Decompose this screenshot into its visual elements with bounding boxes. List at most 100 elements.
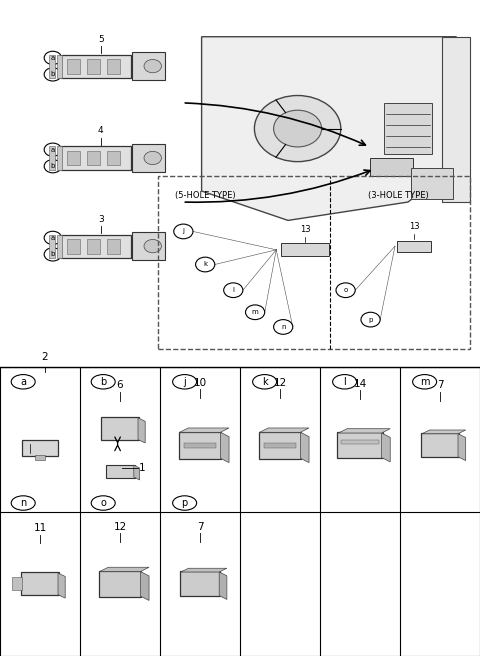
Circle shape	[254, 96, 341, 161]
Bar	[107, 151, 120, 165]
Circle shape	[91, 375, 115, 389]
Bar	[281, 243, 329, 256]
Text: j: j	[183, 377, 186, 387]
Text: b: b	[50, 163, 55, 169]
Polygon shape	[338, 429, 390, 433]
Circle shape	[144, 152, 161, 165]
Text: b: b	[100, 377, 107, 387]
Text: a: a	[51, 55, 55, 61]
Text: 4: 4	[98, 127, 104, 135]
Text: 7: 7	[197, 522, 204, 532]
Circle shape	[44, 232, 61, 245]
Text: 1: 1	[139, 463, 146, 474]
Polygon shape	[181, 568, 227, 572]
FancyBboxPatch shape	[132, 52, 165, 80]
Circle shape	[196, 257, 215, 272]
Polygon shape	[58, 573, 65, 598]
Text: m: m	[420, 377, 430, 387]
FancyBboxPatch shape	[421, 433, 459, 457]
Polygon shape	[140, 571, 149, 600]
Bar	[397, 241, 431, 252]
Polygon shape	[458, 434, 466, 461]
Text: o: o	[100, 498, 106, 508]
Circle shape	[252, 375, 276, 389]
Circle shape	[336, 283, 355, 298]
FancyBboxPatch shape	[132, 232, 165, 260]
Bar	[158, 176, 470, 349]
Circle shape	[144, 239, 161, 253]
Text: 10: 10	[193, 378, 206, 388]
FancyBboxPatch shape	[21, 573, 59, 595]
Polygon shape	[300, 432, 309, 462]
Text: n: n	[20, 498, 26, 508]
FancyBboxPatch shape	[106, 464, 135, 478]
Bar	[107, 59, 120, 73]
Circle shape	[11, 375, 35, 389]
Polygon shape	[134, 465, 140, 480]
Polygon shape	[100, 567, 149, 571]
Circle shape	[361, 312, 380, 327]
Bar	[61, 235, 131, 258]
FancyBboxPatch shape	[411, 168, 453, 199]
Text: a: a	[51, 147, 55, 153]
Text: 13: 13	[409, 222, 420, 232]
FancyBboxPatch shape	[101, 417, 139, 440]
Text: 11: 11	[34, 523, 47, 533]
Text: n: n	[281, 324, 286, 330]
Text: 12: 12	[113, 522, 127, 532]
Text: 2: 2	[41, 352, 48, 361]
Circle shape	[224, 283, 243, 298]
Bar	[57, 235, 62, 258]
Text: 12: 12	[274, 378, 287, 388]
Polygon shape	[180, 428, 229, 432]
Bar	[49, 54, 55, 77]
Bar	[49, 146, 55, 169]
Polygon shape	[138, 418, 145, 443]
Circle shape	[246, 305, 265, 319]
Circle shape	[44, 143, 61, 156]
Text: b: b	[50, 251, 55, 257]
Circle shape	[44, 248, 61, 261]
Text: 7: 7	[437, 380, 444, 390]
Polygon shape	[202, 37, 470, 220]
Text: 3: 3	[98, 215, 104, 224]
FancyBboxPatch shape	[179, 432, 221, 459]
Text: m: m	[252, 309, 259, 316]
Bar	[107, 239, 120, 253]
Bar	[341, 440, 379, 444]
Text: k: k	[203, 262, 207, 268]
Text: 13: 13	[300, 225, 311, 234]
Circle shape	[333, 375, 357, 389]
Text: 5: 5	[98, 35, 104, 43]
Text: l: l	[343, 377, 346, 387]
Circle shape	[44, 159, 61, 173]
Text: b: b	[50, 72, 55, 77]
Text: a: a	[20, 377, 26, 387]
Polygon shape	[422, 430, 466, 434]
Polygon shape	[219, 572, 227, 600]
Text: 14: 14	[353, 379, 367, 389]
FancyBboxPatch shape	[180, 571, 220, 596]
Text: k: k	[262, 377, 267, 387]
Bar	[61, 54, 131, 77]
Text: p: p	[368, 317, 373, 323]
Bar	[370, 158, 413, 176]
FancyBboxPatch shape	[132, 144, 165, 172]
Circle shape	[44, 68, 61, 81]
Bar	[87, 239, 100, 253]
Bar	[57, 146, 62, 169]
Bar	[384, 103, 432, 154]
Bar	[67, 239, 80, 253]
Bar	[67, 59, 80, 73]
Text: j: j	[182, 228, 184, 234]
Bar	[12, 577, 22, 590]
Text: (3-HOLE TYPE): (3-HOLE TYPE)	[368, 191, 429, 200]
Circle shape	[274, 319, 293, 335]
Bar	[67, 151, 80, 165]
Bar	[35, 455, 45, 460]
Text: 6: 6	[117, 380, 123, 390]
Bar	[87, 59, 100, 73]
Text: l: l	[232, 287, 234, 293]
Polygon shape	[382, 433, 390, 462]
Circle shape	[173, 496, 197, 510]
